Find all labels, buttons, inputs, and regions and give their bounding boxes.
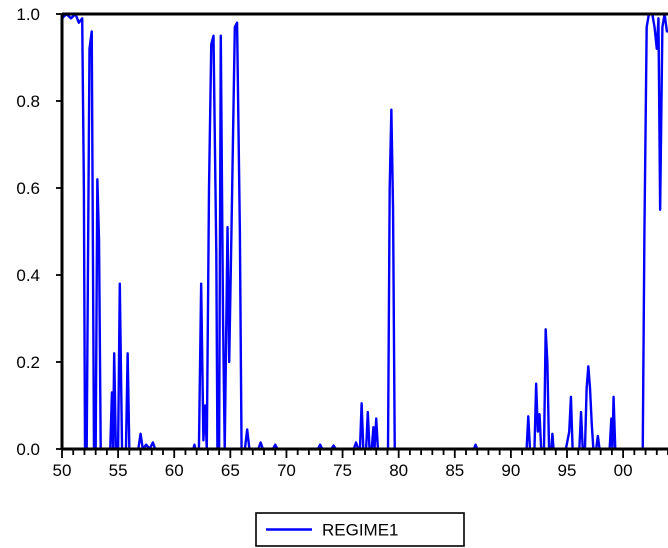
x-tick-label: 80: [389, 461, 408, 480]
legend-label: REGIME1: [322, 521, 399, 540]
x-tick-label: 00: [614, 461, 633, 480]
x-tick-label: 55: [109, 461, 128, 480]
x-tick-label: 95: [558, 461, 577, 480]
x-tick-label: 90: [501, 461, 520, 480]
y-tick-label: 1.0: [16, 5, 40, 24]
y-tick-label: 0.0: [16, 440, 40, 459]
x-tick-label: 75: [333, 461, 352, 480]
y-tick-label: 0.4: [16, 266, 40, 285]
legend: REGIME1: [255, 512, 465, 547]
series-line-0: [62, 12, 668, 451]
y-tick-label: 0.6: [16, 179, 40, 198]
x-tick-label: 60: [165, 461, 184, 480]
y-tick-label: 0.8: [16, 92, 40, 111]
plot-area: [62, 12, 668, 451]
x-tick-label: 85: [445, 461, 464, 480]
x-tick-label: 50: [53, 461, 72, 480]
y-tick-label: 0.2: [16, 353, 40, 372]
x-tick-label: 65: [221, 461, 240, 480]
axes: 50 55 60 65 70 75 80 85 90 95 00 0.0 0.2 0.4 0.6 0.8 1.0: [16, 5, 668, 480]
x-tick-label: 70: [277, 461, 296, 480]
